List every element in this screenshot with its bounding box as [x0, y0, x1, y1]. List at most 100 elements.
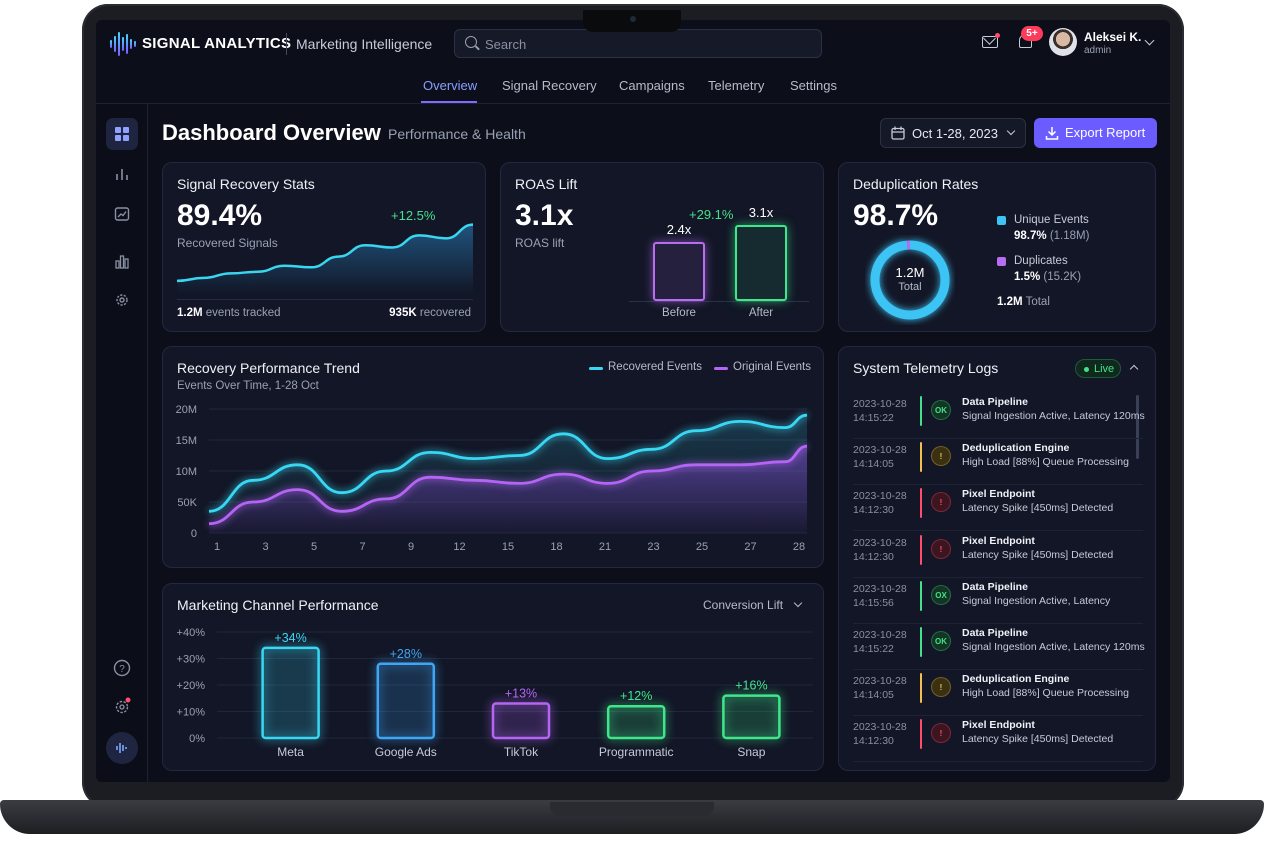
log-severity-bar: [920, 719, 922, 750]
channel-bar: [376, 662, 436, 740]
sidebar-item-settings[interactable]: [106, 284, 138, 316]
log-date: 2023-10-28: [853, 444, 907, 457]
search-box[interactable]: [454, 29, 822, 58]
chevron-up-icon[interactable]: [1129, 364, 1139, 374]
channel-value-label: +34%: [274, 631, 306, 645]
original-area: [209, 446, 807, 533]
tab-campaigns[interactable]: Campaigns: [619, 78, 685, 93]
log-timestamp: 2023-10-28 14:15:22: [853, 397, 907, 425]
legend-duplicates-label: Duplicates: [1014, 255, 1068, 267]
log-time: 14:12:30: [853, 735, 894, 748]
log-date: 2023-10-28: [853, 490, 907, 503]
roas-after-bar: [735, 224, 787, 301]
sidebar-item-reports[interactable]: [106, 158, 138, 190]
channel-bar-chart: +40% +30% +20% +10% 0% +34% Meta +28% Google Ads…: [177, 627, 813, 759]
events-recovered: 935K recovered: [389, 307, 471, 319]
log-date: 2023-10-28: [853, 536, 907, 549]
signal-logo-icon[interactable]: [110, 30, 136, 58]
log-scrollbar[interactable]: [1136, 395, 1139, 459]
events-tracked-value: 1.2M: [177, 307, 203, 319]
dedup-total: 1.2M Total: [997, 296, 1050, 308]
y-tick-label: +30%: [177, 654, 206, 666]
mail-unread-dot: [995, 33, 1000, 38]
legend-swatch-original: [714, 367, 728, 370]
user-name[interactable]: Aleksei K.: [1084, 30, 1142, 44]
roas-delta: +29.1%: [689, 207, 734, 222]
log-message: Signal Ingestion Active, Latency 120ms: [962, 410, 1145, 422]
legend-swatch-recovered: [589, 367, 603, 370]
roas-value: 3.1x: [515, 199, 574, 232]
y-tick-label: 50K: [177, 497, 197, 509]
log-timestamp: 2023-10-28 14:12:30: [853, 489, 907, 517]
y-tick-label: +20%: [177, 680, 206, 692]
tab-overview[interactable]: Overview: [423, 78, 478, 93]
y-tick-label: 15M: [176, 435, 197, 447]
avatar[interactable]: [1049, 28, 1077, 56]
log-entry[interactable]: 2023-10-28 14:15:22 OK Data Pipeline Signal …: [853, 624, 1145, 670]
legend-unique-stats: 98.7% (1.18M): [1014, 230, 1089, 242]
log-time: 14:15:56: [853, 596, 894, 609]
log-source: Data Pipeline: [962, 627, 1028, 639]
log-source: Pixel Endpoint: [962, 719, 1035, 732]
error-icon: !: [931, 723, 951, 744]
sidebar-item-workspace[interactable]: [106, 732, 138, 764]
log-message: High Load [88%] Queue Processing: [962, 456, 1129, 469]
sidebar-item-trends[interactable]: [106, 198, 138, 230]
card-title: Marketing Channel Performance: [177, 597, 379, 613]
y-tick-label: 0%: [189, 733, 205, 745]
x-tick-label: 23: [647, 541, 659, 553]
events-tracked-label: events tracked: [205, 307, 281, 319]
svg-text:?: ?: [119, 664, 125, 675]
active-tab-indicator: [421, 101, 477, 103]
legend-swatch-unique: [997, 216, 1006, 225]
channel-bar: [722, 694, 781, 740]
x-tick-label: 1: [214, 541, 220, 553]
log-source: Data Pipeline: [962, 580, 1028, 593]
log-source: Pixel Endpoint: [962, 534, 1035, 547]
roas-before-label: Before: [662, 307, 696, 319]
mail-icon[interactable]: [982, 36, 998, 48]
camera-icon: [630, 16, 636, 22]
sidebar-item-alerts[interactable]: [106, 690, 138, 722]
brand-name: SIGNAL ANALYTICS: [142, 35, 292, 52]
log-date: 2023-10-28: [853, 629, 907, 641]
date-range-label: Oct 1-28, 2023: [912, 126, 998, 141]
tab-signal-recovery[interactable]: Signal Recovery: [502, 78, 597, 93]
log-timestamp: 2023-10-28 14:14:05: [853, 674, 907, 702]
log-entry[interactable]: 2023-10-28 14:15:56 OX Data Pipeline Signal …: [853, 578, 1143, 624]
unique-count: (1.18M): [1049, 230, 1090, 242]
sidebar-item-help[interactable]: ?: [106, 652, 138, 684]
sidebar-item-dashboard[interactable]: [106, 118, 138, 150]
log-time: 14:15:22: [853, 412, 894, 424]
log-date: 2023-10-28: [853, 398, 907, 410]
log-entry[interactable]: 2023-10-28 14:12:30! Pixel Endpoint Latency…: [853, 716, 1143, 763]
sparkline-area: [177, 224, 473, 295]
x-tick-label: 18: [550, 541, 562, 553]
legend-swatch-duplicates: [997, 257, 1006, 266]
log-entry[interactable]: 2023-10-28 14:14:05! Deduplication Engine H…: [853, 439, 1143, 486]
date-range-picker[interactable]: Oct 1-28, 2023: [880, 118, 1026, 148]
export-report-label: Export Report: [1065, 125, 1146, 140]
channel-bar: [261, 646, 320, 740]
roas-lift-card: ROAS Lift 3.1x ROAS lift +29.1% 2.4x 3.1…: [500, 162, 824, 332]
chevron-down-icon[interactable]: [793, 598, 803, 608]
tab-settings[interactable]: Settings: [790, 78, 837, 93]
x-tick-label: 5: [311, 541, 317, 553]
card-title: Deduplication Rates: [853, 176, 979, 192]
sparkline-line: [177, 223, 473, 283]
log-severity-bar: [920, 673, 922, 704]
events-recovered-value: 935K: [389, 307, 417, 319]
log-entry[interactable]: 2023-10-28 14:15:22 OK Data Pipeline Signal …: [853, 393, 1145, 439]
export-report-button[interactable]: Export Report: [1034, 118, 1157, 148]
search-input[interactable]: [485, 34, 805, 54]
log-entry[interactable]: 2023-10-28 14:14:05! Deduplication Engine H…: [853, 670, 1143, 717]
log-entry[interactable]: 2023-10-28 14:12:30! Pixel Endpoint Latency…: [853, 532, 1143, 578]
channel-value-label: +12%: [620, 689, 652, 703]
log-entry[interactable]: 2023-10-28 14:12:30! Pixel Endpoint Latency…: [853, 485, 1143, 532]
channel-value-label: +13%: [505, 687, 537, 701]
tab-telemetry[interactable]: Telemetry: [708, 78, 765, 93]
log-severity-bar: [920, 580, 922, 611]
sidebar-item-analytics[interactable]: [106, 246, 138, 278]
conversion-lift-dropdown[interactable]: Conversion Lift: [703, 598, 784, 612]
chevron-down-icon[interactable]: [1144, 35, 1155, 46]
